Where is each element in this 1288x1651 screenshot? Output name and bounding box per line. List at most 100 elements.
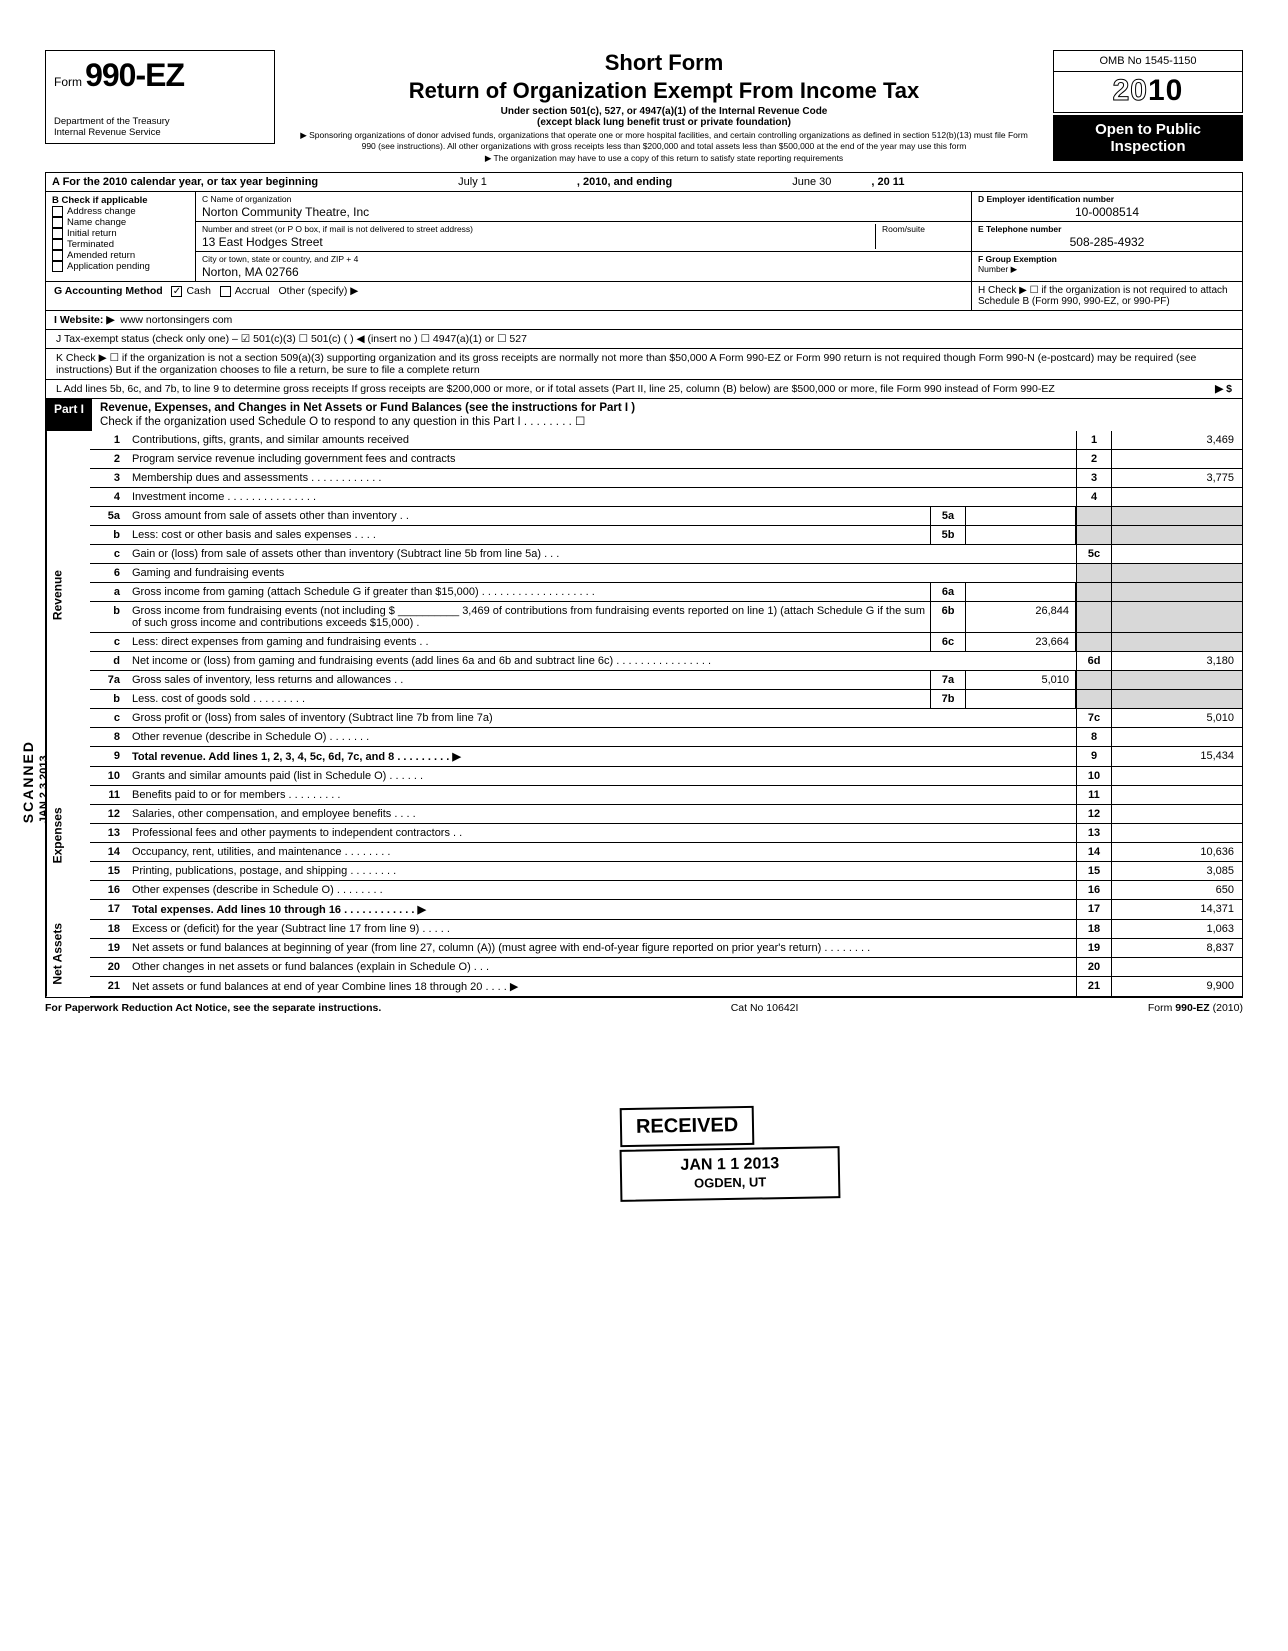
chk-address-change[interactable]	[52, 206, 63, 217]
line-number: 4	[90, 488, 128, 506]
mid-line-value	[966, 583, 1076, 601]
mid-line-value	[966, 690, 1076, 708]
mid-line-value: 5,010	[966, 671, 1076, 689]
right-line-number	[1076, 690, 1112, 708]
fine-print-1: ▶ Sponsoring organizations of donor advi…	[293, 130, 1035, 151]
right-line-number: 15	[1076, 862, 1112, 880]
right-line-value: 1,063	[1112, 920, 1242, 938]
form-number: 990-EZ	[85, 57, 184, 93]
i-label: I Website: ▶	[54, 314, 114, 326]
footer-mid: Cat No 10642I	[731, 1002, 799, 1014]
mid-line-number: 6a	[930, 583, 966, 601]
d-label: D Employer identification number	[978, 194, 1114, 204]
table-row: 15Printing, publications, postage, and s…	[90, 862, 1242, 881]
row-g-h: G Accounting Method Cash Accrual Other (…	[46, 282, 1242, 311]
mid-line-value: 23,664	[966, 633, 1076, 651]
line-number: 3	[90, 469, 128, 487]
line-description: Other revenue (describe in Schedule O) .…	[128, 728, 1076, 746]
right-line-value: 14,371	[1112, 900, 1242, 919]
chk-cash[interactable]	[171, 286, 182, 297]
org-city: Norton, MA 02766	[202, 265, 965, 279]
form-header: Form 990-EZ Department of the Treasury I…	[45, 50, 1243, 164]
line-number: 1	[90, 431, 128, 449]
table-row: 19Net assets or fund balances at beginni…	[90, 939, 1242, 958]
table-row: 3Membership dues and assessments . . . .…	[90, 469, 1242, 488]
right-line-value	[1112, 507, 1242, 525]
right-line-value: 10,636	[1112, 843, 1242, 861]
h-text: H Check ▶ ☐ if the organization is not r…	[972, 282, 1242, 310]
right-line-value: 3,180	[1112, 652, 1242, 670]
line-number: c	[90, 709, 128, 727]
table-row: 11Benefits paid to or for members . . . …	[90, 786, 1242, 805]
right-line-number: 5c	[1076, 545, 1112, 563]
ein: 10-0008514	[978, 205, 1236, 219]
line-number: 10	[90, 767, 128, 785]
right-line-value	[1112, 671, 1242, 689]
part-1-title: Revenue, Expenses, and Changes in Net As…	[92, 399, 1242, 431]
fine-print-2: ▶ The organization may have to use a cop…	[293, 153, 1035, 164]
chk-initial-return[interactable]	[52, 228, 63, 239]
g-other: Other (specify) ▶	[279, 285, 359, 297]
right-line-number: 21	[1076, 977, 1112, 996]
subtitle-2: (except black lung benefit trust or priv…	[293, 117, 1035, 128]
line-description: Excess or (deficit) for the year (Subtra…	[128, 920, 1076, 938]
right-line-value: 3,085	[1112, 862, 1242, 880]
right-line-number	[1076, 564, 1112, 582]
rows-container: 1Contributions, gifts, grants, and simil…	[90, 431, 1242, 997]
right-boxes: OMB No 1545-1150 2010 Open to Public Ins…	[1053, 50, 1243, 161]
table-row: 6Gaming and fundraising events	[90, 564, 1242, 583]
table-row: 4Investment income . . . . . . . . . . .…	[90, 488, 1242, 507]
part-1-label: Part I	[46, 399, 92, 431]
chk-accrual[interactable]	[220, 286, 231, 297]
chk-name-change[interactable]	[52, 217, 63, 228]
mid-line-number: 5a	[930, 507, 966, 525]
table-row: 17Total expenses. Add lines 10 through 1…	[90, 900, 1242, 920]
line-description: Total revenue. Add lines 1, 2, 3, 4, 5c,…	[128, 747, 1076, 766]
form-prefix: Form	[54, 75, 82, 89]
col-b: B Check if applicable Address change Nam…	[46, 192, 196, 281]
line-number: 20	[90, 958, 128, 976]
line-number: 2	[90, 450, 128, 468]
table-row: cGross profit or (loss) from sales of in…	[90, 709, 1242, 728]
line-description: Program service revenue including govern…	[128, 450, 1076, 468]
right-line-value: 650	[1112, 881, 1242, 899]
line-a: A For the 2010 calendar year, or tax yea…	[46, 173, 1242, 192]
line-description: Total expenses. Add lines 10 through 16 …	[128, 900, 1076, 919]
table-row: 21Net assets or fund balances at end of …	[90, 977, 1242, 997]
b-title: B Check if applicable	[52, 195, 148, 206]
right-line-value	[1112, 805, 1242, 823]
right-line-value: 5,010	[1112, 709, 1242, 727]
tax-year-end: June 30	[792, 176, 831, 188]
l-arrow: ▶ $	[1112, 383, 1232, 395]
right-line-number: 2	[1076, 450, 1112, 468]
mid-line-number: 5b	[930, 526, 966, 544]
chk-amended[interactable]	[52, 250, 63, 261]
f-label: F Group Exemption	[978, 254, 1057, 264]
chk-terminated[interactable]	[52, 239, 63, 250]
line-number: 7a	[90, 671, 128, 689]
line-number: b	[90, 690, 128, 708]
table-row: 7aGross sales of inventory, less returns…	[90, 671, 1242, 690]
table-row: dNet income or (loss) from gaming and fu…	[90, 652, 1242, 671]
right-line-value: 8,837	[1112, 939, 1242, 957]
line-number: 6	[90, 564, 128, 582]
right-line-number: 11	[1076, 786, 1112, 804]
line-number: 11	[90, 786, 128, 804]
right-line-value: 3,469	[1112, 431, 1242, 449]
right-line-number: 19	[1076, 939, 1112, 957]
omb-number: OMB No 1545-1150	[1053, 50, 1243, 72]
received-date-stamp: JAN 1 1 2013 OGDEN, UT	[620, 1146, 841, 1202]
right-line-value: 9,900	[1112, 977, 1242, 996]
row-k: K Check ▶ ☐ if the organization is not a…	[46, 349, 1242, 380]
line-number: 5a	[90, 507, 128, 525]
right-line-value	[1112, 526, 1242, 544]
part-1-header-row: Part I Revenue, Expenses, and Changes in…	[46, 399, 1242, 431]
right-line-number: 16	[1076, 881, 1112, 899]
table-row: 10Grants and similar amounts paid (list …	[90, 767, 1242, 786]
year-prefix: 20	[1113, 74, 1148, 107]
right-line-number: 4	[1076, 488, 1112, 506]
line-description: Printing, publications, postage, and shi…	[128, 862, 1076, 880]
chk-pending[interactable]	[52, 261, 63, 272]
right-line-value	[1112, 690, 1242, 708]
mid-line-value: 26,844	[966, 602, 1076, 632]
